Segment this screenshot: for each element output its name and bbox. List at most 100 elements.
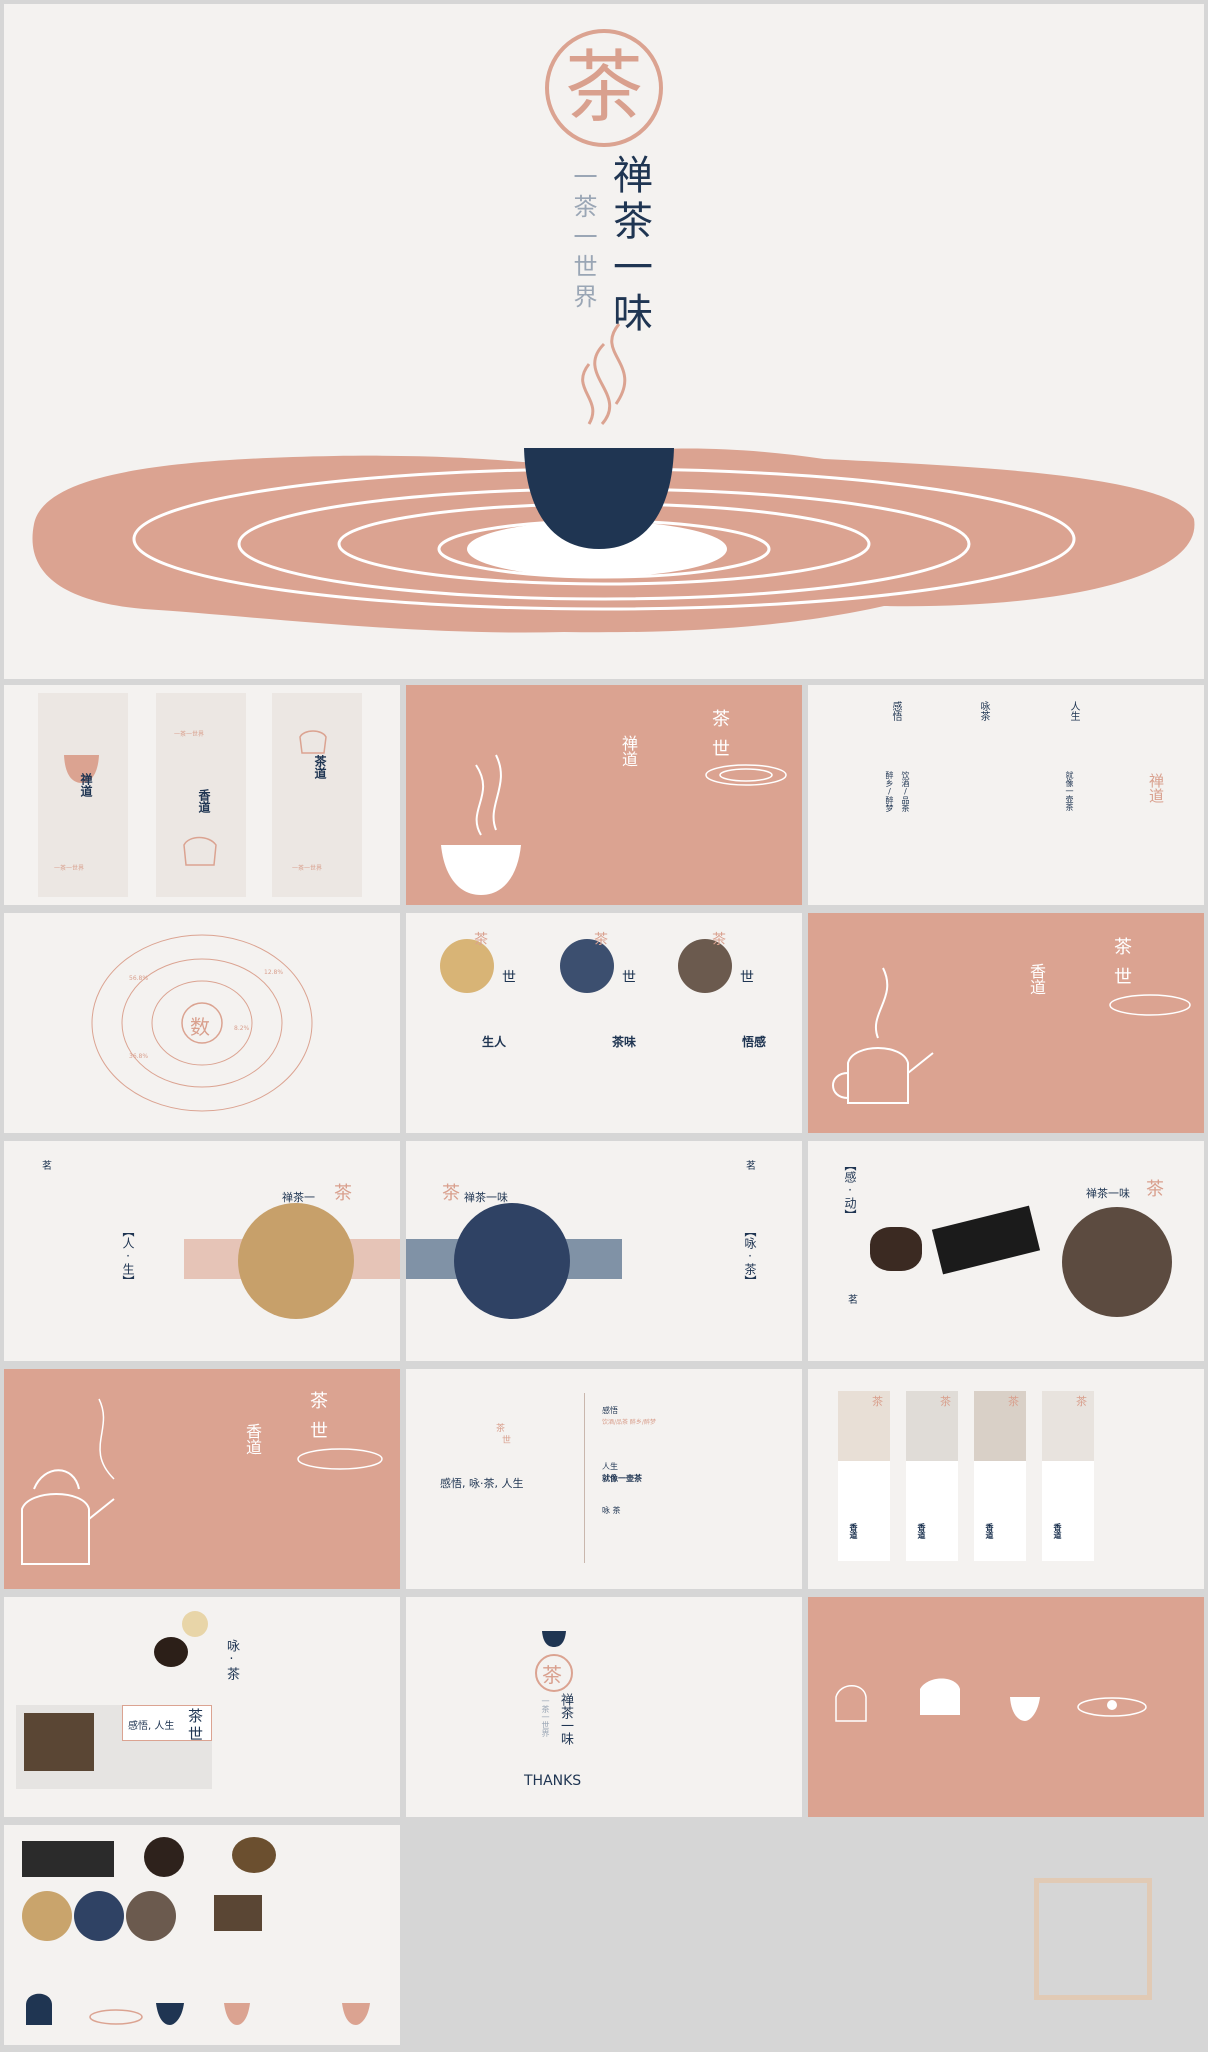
pct-2: 12.8%	[264, 969, 284, 976]
card-3-image	[974, 1391, 1026, 1461]
banner-box	[122, 1705, 212, 1741]
pct-3: 8.2%	[234, 1025, 250, 1032]
cover-subtitle: 一茶一世界	[569, 164, 597, 314]
slide-icons	[808, 1597, 1204, 1817]
banner-vertical: 咏·茶	[224, 1639, 239, 1680]
slide-thanks: 茶 禅茶一味 一茶一世界 THANKS	[406, 1597, 802, 1817]
thanks-text: THANKS	[524, 1773, 582, 1789]
card-2-image	[906, 1391, 958, 1461]
incense2-corner-b: 世	[310, 1421, 328, 1442]
slide-zen-way: 禅道 茶 世	[406, 685, 802, 905]
asset-leaves	[144, 1837, 184, 1877]
kettle-illustration	[21, 1398, 383, 1565]
panel-a	[38, 693, 128, 897]
banner-badge-1: 茶	[188, 1707, 204, 1725]
panel-b-sub: 一茶一世界	[174, 731, 205, 738]
card-4-image	[1042, 1391, 1094, 1461]
col1-body2: 饮酒/品茶	[901, 771, 910, 812]
moved-title: 禅茶一味	[1086, 1187, 1130, 1200]
slide-four-cards: 茶 香道 茶 香道 茶 香道 茶 香道	[808, 1369, 1204, 1589]
slide-life: 茗 禅茶一 茶 【人·生】	[4, 1141, 400, 1361]
card-4-label: 香道	[1053, 1523, 1062, 1539]
panel-c	[272, 693, 362, 897]
bowl-illustration	[441, 754, 787, 895]
summary-r2-body: 就像一壶茶	[602, 1474, 642, 1483]
summary-logo-b: 世	[502, 1436, 512, 1446]
slide-assets	[4, 1825, 400, 2045]
card-1-image	[838, 1391, 890, 1461]
label-1: 生人	[482, 1035, 507, 1049]
watermark-icon	[1034, 1878, 1152, 2000]
side-title: 禅道	[1147, 773, 1165, 803]
slide-chant-tea: 茗 禅茶一味 茶 【咏·茶】	[406, 1141, 802, 1361]
seeds	[182, 1611, 208, 1637]
label-3: 悟感	[742, 1035, 767, 1049]
icons-row	[835, 1678, 1147, 1722]
suffix-1: 世	[502, 970, 516, 986]
moved-photo	[1062, 1207, 1172, 1317]
pct-1: 56.8%	[129, 975, 149, 982]
thanks-subtitle: 一茶一世界	[541, 1697, 550, 1737]
summary-divider	[584, 1393, 585, 1563]
banner-text: 感悟, 人生	[128, 1721, 175, 1732]
asset-icons	[26, 1993, 370, 2025]
chant-tag: 茗	[746, 1161, 756, 1172]
chant-title: 禅茶一味	[464, 1191, 508, 1204]
incense-corner-a: 茶	[1114, 937, 1132, 958]
summary-r2-title: 人生	[602, 1462, 618, 1471]
life-photo	[238, 1203, 354, 1319]
col3-head: 人生	[1068, 701, 1079, 721]
slide-banner: 感悟, 人生 茶 世 咏·茶	[4, 1597, 400, 1817]
zen-corner-a: 茶	[712, 709, 730, 730]
badge-3: 茶	[712, 932, 726, 948]
zen-corner-b: 世	[712, 739, 730, 760]
col3-body: 就像一壶茶	[1065, 771, 1074, 811]
summary-r1-body: 饮酒/品茶 醉乡/醉梦	[602, 1419, 656, 1426]
moved-badge: 茶	[1146, 1179, 1164, 1200]
slide-three-columns: 感悟 醉乡/醉梦 饮酒/品茶 咏茶 人生 就像一壶茶 禅道	[808, 685, 1204, 905]
card-1-label: 香道	[849, 1523, 858, 1539]
card-3-label: 香道	[985, 1523, 994, 1539]
asset-photo-2	[74, 1891, 124, 1941]
asset-spoon	[232, 1837, 276, 1873]
label-2: 茶味	[612, 1035, 637, 1049]
thanks-title: 禅茶一味	[558, 1693, 573, 1745]
cover-slide: 茶 禅茶一味 一茶一世界	[4, 4, 1204, 679]
thanks-cup	[535, 1631, 573, 1692]
panel-c-sub: 一茶一世界	[292, 865, 323, 872]
slide-data: 数 56.8% 12.8% 8.2% 36.8%	[4, 913, 400, 1133]
panel-illustrations	[64, 730, 327, 866]
asset-photo-3	[126, 1891, 176, 1941]
card-2-label: 香道	[917, 1523, 926, 1539]
chant-badge: 茶	[442, 1183, 460, 1204]
teapot-illustration	[832, 967, 1191, 1104]
chant-vertical: 【咏·茶】	[743, 1225, 757, 1287]
suffix-2: 世	[622, 970, 636, 986]
slide-summary: 茶 世 感悟, 咏·茶, 人生 感悟 饮酒/品茶 醉乡/醉梦 人生 就像一壶茶 …	[406, 1369, 802, 1589]
moved-tag: 茗	[848, 1295, 858, 1306]
cover-logo-char: 茶	[564, 43, 643, 133]
panel-c-title: 茶道	[313, 755, 327, 779]
card-3: 茶 香道	[974, 1391, 1026, 1561]
life-vertical: 【人·生】	[121, 1225, 135, 1287]
col1-body: 醉乡/醉梦	[885, 771, 894, 812]
slide-moved: 【感·动】 茗 禅茶一味 茶	[808, 1141, 1204, 1361]
card-1: 茶 香道	[838, 1391, 890, 1561]
card-4: 茶 香道	[1042, 1391, 1094, 1561]
photo-tea-cup	[440, 939, 494, 993]
summary-logo-a: 茶	[496, 1424, 506, 1434]
asset-photo-1	[22, 1891, 72, 1941]
life-tag: 茗	[42, 1161, 52, 1172]
incense-corner-b: 世	[1114, 967, 1132, 988]
panel-b-title: 香道	[197, 789, 211, 813]
incense2-corner-a: 茶	[310, 1391, 328, 1412]
life-title: 禅茶一	[282, 1191, 315, 1204]
photo-tea-set	[560, 939, 614, 993]
slide-incense-way: 香道 茶 世	[808, 913, 1204, 1133]
slide-panels: 禅道 一茶一世界 香道 一茶一世界 茶道 一茶一世界	[4, 685, 400, 905]
pct-4: 36.8%	[129, 1053, 149, 1060]
chant-photo	[454, 1203, 570, 1319]
col2-head: 咏茶	[978, 701, 989, 721]
card-4-char: 茶	[1076, 1395, 1087, 1408]
tea-leaves	[870, 1227, 922, 1271]
